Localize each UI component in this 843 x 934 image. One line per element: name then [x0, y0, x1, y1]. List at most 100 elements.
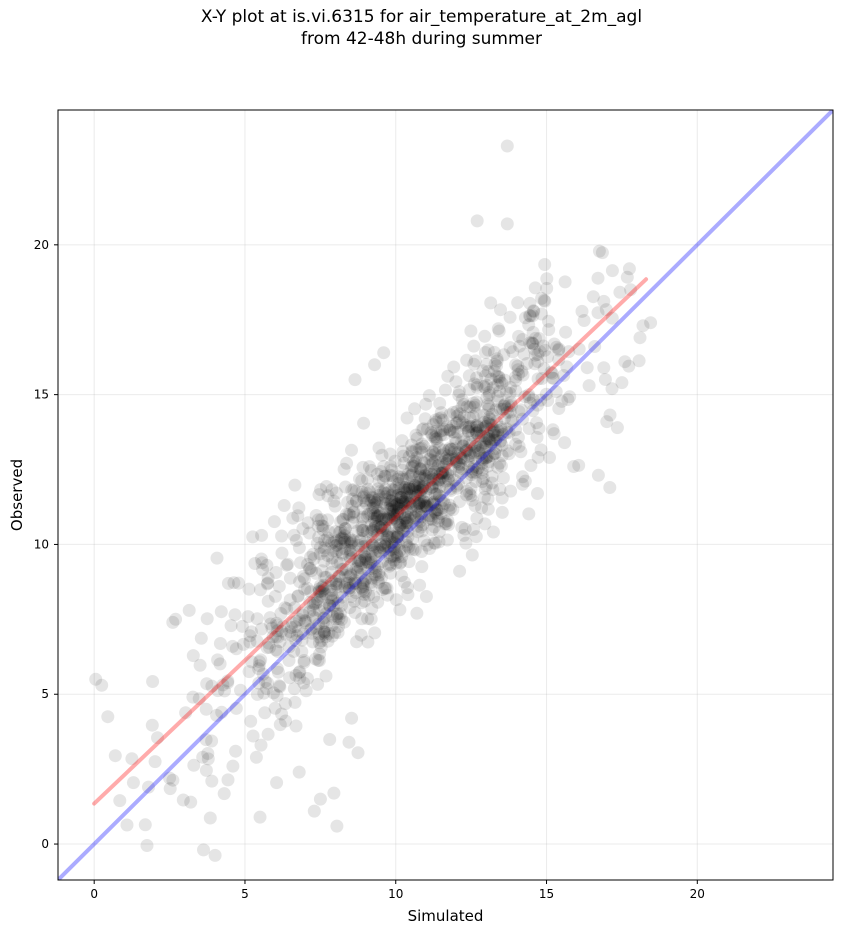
data-point: [591, 271, 605, 285]
data-point: [261, 676, 275, 690]
data-point: [356, 576, 370, 590]
data-point: [417, 534, 431, 548]
data-point: [179, 706, 193, 720]
data-point: [329, 525, 342, 539]
data-point: [370, 559, 384, 573]
data-point: [330, 607, 344, 621]
data-point: [389, 593, 403, 607]
data-point: [356, 523, 370, 537]
data-point: [492, 371, 506, 384]
data-point: [331, 607, 345, 621]
data-point: [355, 596, 368, 610]
data-point: [278, 601, 292, 615]
data-point: [321, 634, 335, 648]
data-point: [260, 577, 274, 591]
data-point: [534, 393, 548, 407]
data-point: [482, 385, 496, 399]
data-point: [366, 506, 380, 520]
data-point: [385, 499, 399, 512]
data-point: [383, 494, 397, 508]
data-point: [426, 477, 440, 491]
data-point: [316, 519, 330, 533]
data-point: [482, 432, 495, 445]
data-point: [283, 571, 297, 585]
data-point: [332, 543, 346, 557]
data-point: [282, 654, 296, 667]
data-point: [434, 411, 448, 425]
data-point: [440, 517, 453, 531]
data-point: [443, 441, 457, 455]
data-point: [254, 738, 268, 752]
data-point: [460, 488, 473, 502]
data-point: [351, 746, 365, 760]
data-point: [256, 563, 270, 577]
data-point: [359, 555, 373, 569]
data-point: [391, 504, 405, 518]
data-point: [271, 665, 285, 679]
data-point: [338, 529, 352, 543]
data-point: [351, 565, 364, 578]
data-point: [497, 398, 511, 412]
data-point: [151, 731, 164, 745]
data-point: [377, 542, 391, 556]
data-point: [549, 385, 563, 399]
data-point: [428, 536, 442, 550]
data-point: [369, 545, 382, 559]
data-point: [378, 492, 392, 506]
data-point: [331, 590, 344, 604]
data-point: [483, 449, 496, 463]
data-point: [335, 531, 349, 545]
data-point: [327, 786, 341, 800]
data-point: [263, 640, 276, 654]
data-point: [372, 575, 386, 589]
data-point: [372, 509, 386, 523]
data-point: [402, 480, 416, 494]
data-point: [345, 443, 358, 457]
data-point: [427, 430, 441, 444]
data-point: [460, 484, 474, 498]
data-point: [428, 497, 442, 511]
data-point: [535, 307, 549, 321]
data-point: [409, 509, 423, 523]
data-point: [344, 537, 358, 551]
data-point: [488, 447, 502, 461]
data-point: [452, 388, 466, 402]
data-point: [478, 420, 492, 434]
data-point: [544, 365, 558, 379]
data-point: [307, 552, 321, 566]
data-point: [371, 519, 385, 533]
data-point: [415, 545, 429, 558]
data-point: [368, 358, 382, 372]
data-point: [518, 474, 532, 488]
data-point: [358, 552, 371, 566]
data-point: [396, 472, 410, 486]
data-point: [463, 420, 476, 434]
data-point: [441, 453, 454, 467]
data-point: [208, 848, 222, 862]
data-point: [389, 489, 403, 503]
data-point: [503, 405, 517, 419]
data-point: [541, 394, 555, 407]
data-point: [446, 419, 460, 433]
data-point: [370, 509, 384, 523]
data-point: [477, 490, 491, 504]
data-point: [516, 333, 530, 346]
data-point: [470, 378, 484, 392]
data-point: [338, 522, 352, 536]
data-point: [312, 627, 326, 641]
data-point: [404, 503, 418, 517]
data-point: [344, 546, 358, 560]
data-point: [487, 345, 501, 359]
data-point: [394, 497, 408, 511]
data-point: [492, 370, 505, 384]
data-point: [411, 525, 425, 539]
data-point: [354, 628, 368, 642]
data-point: [252, 659, 266, 673]
data-point: [408, 491, 422, 505]
data-point: [426, 472, 440, 486]
data-point: [406, 532, 420, 546]
data-point: [425, 467, 439, 481]
data-point: [436, 424, 449, 438]
data-point: [422, 389, 436, 403]
data-point: [563, 390, 577, 404]
